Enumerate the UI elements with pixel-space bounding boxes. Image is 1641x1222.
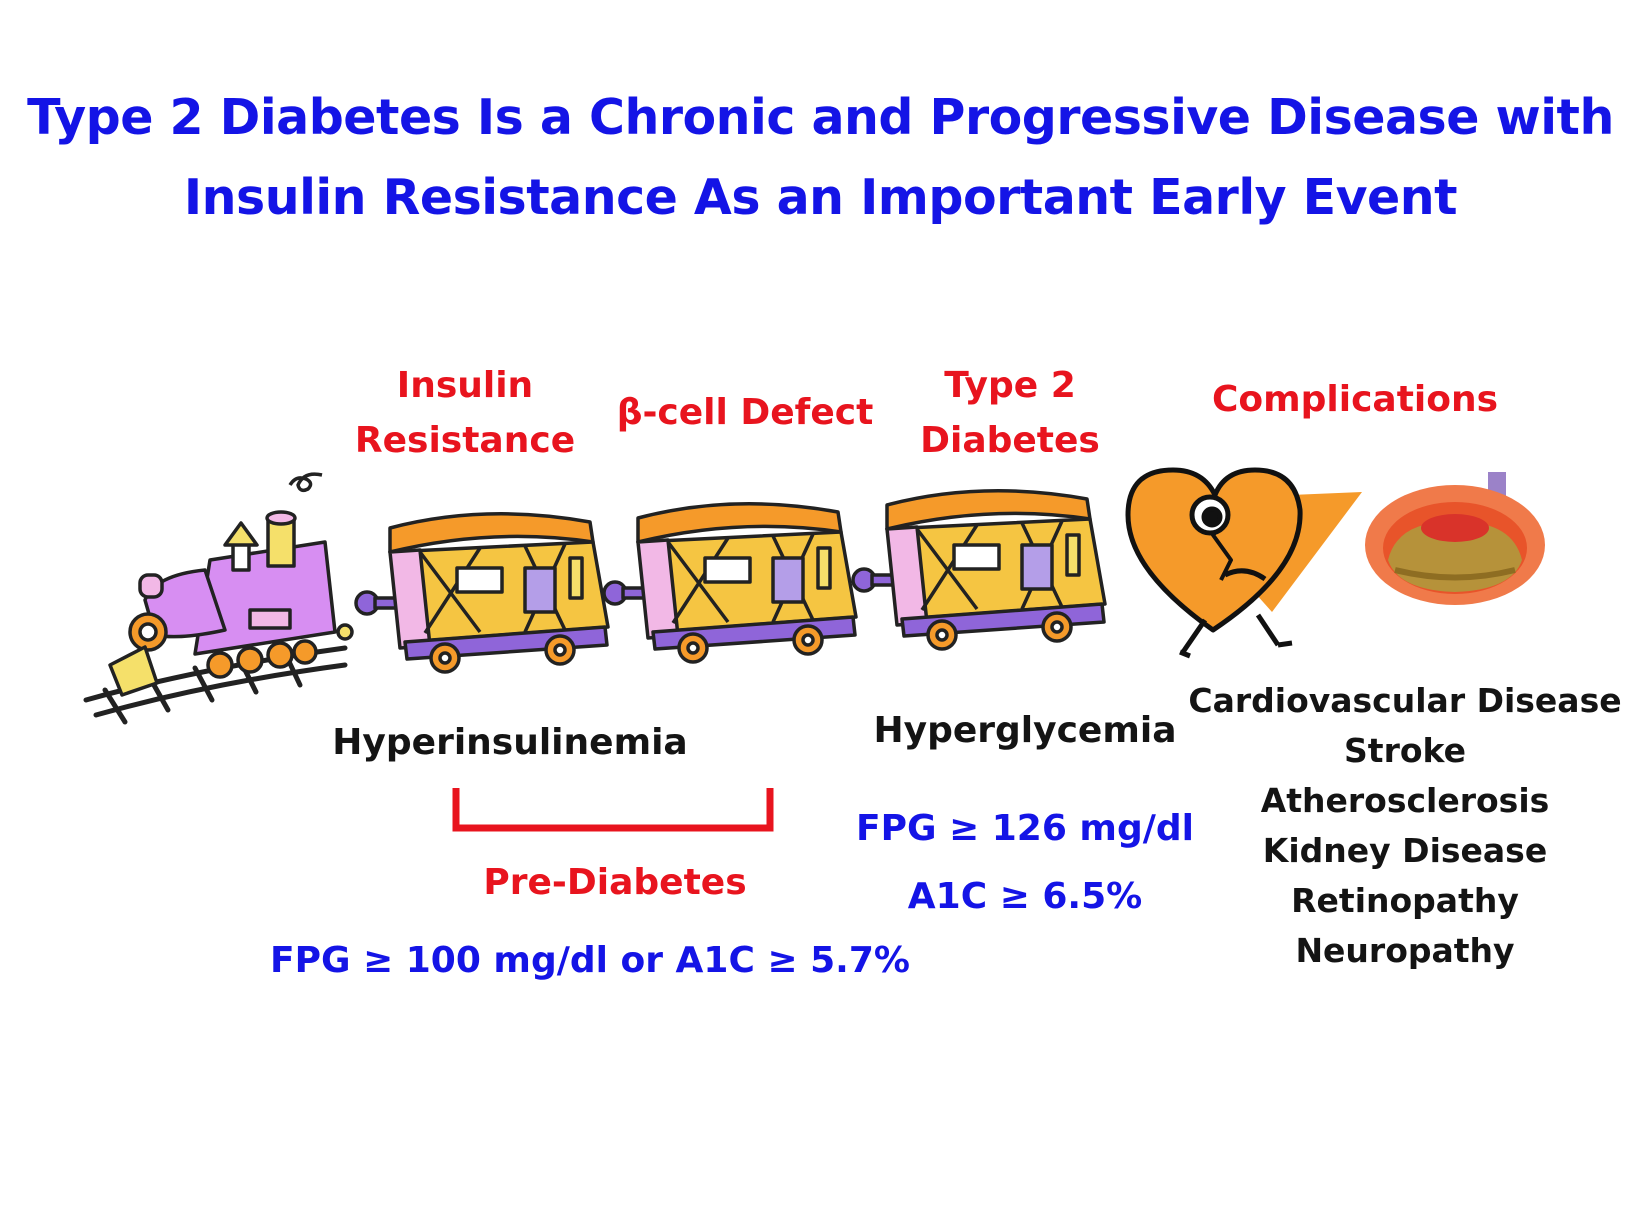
- train-boxcar-icon: [602, 502, 858, 664]
- slide-title-line-1: Type 2 Diabetes Is a Chronic and Progres…: [27, 89, 1614, 146]
- list-item: Retinopathy: [1291, 881, 1519, 920]
- slide-title-line-2: Insulin Resistance As an Important Early…: [183, 169, 1458, 226]
- stage-insulin-resistance: Insulin Resistance: [345, 358, 585, 468]
- label-pre-diabetes: Pre-Diabetes: [483, 862, 747, 903]
- list-item: Kidney Disease: [1262, 831, 1548, 870]
- train-boxcar-icon: [851, 489, 1107, 651]
- list-item: Stroke: [1344, 731, 1466, 770]
- stage-type2-diabetes: Type 2 Diabetes: [900, 358, 1120, 468]
- label-diabetes-a1c: A1C ≥ 6.5%: [907, 876, 1143, 917]
- label-pre-diabetes-criteria: FPG ≥ 100 mg/dl or A1C ≥ 5.7%: [270, 940, 910, 981]
- broken-heart-icon: [1125, 467, 1362, 659]
- label-hyperinsulinemia: Hyperinsulinemia: [332, 722, 688, 763]
- complications-list: Cardiovascular Disease Stroke Atheroscle…: [1185, 676, 1625, 976]
- train-boxcar-icon: [354, 512, 610, 674]
- train-locomotive-icon: [108, 472, 354, 697]
- label-diabetes-fpg: FPG ≥ 126 mg/dl: [856, 808, 1194, 849]
- slide-title: Type 2 Diabetes Is a Chronic and Progres…: [0, 78, 1641, 238]
- stage-type2-diabetes-line-1: Type 2: [944, 365, 1076, 406]
- label-hyperglycemia: Hyperglycemia: [873, 710, 1177, 751]
- stage-beta-cell-defect: β-cell Defect: [616, 392, 874, 433]
- artery-plaque-icon: [1365, 472, 1545, 605]
- pre-diabetes-bracket: [452, 788, 774, 832]
- stage-complications: Complications: [1211, 379, 1499, 420]
- list-item: Neuropathy: [1295, 931, 1515, 970]
- stage-type2-diabetes-line-2: Diabetes: [920, 420, 1100, 461]
- list-item: Atherosclerosis: [1260, 781, 1550, 820]
- list-item: Cardiovascular Disease: [1188, 681, 1622, 720]
- stage-insulin-resistance-line-2: Resistance: [354, 420, 576, 461]
- stage-insulin-resistance-line-1: Insulin: [396, 365, 534, 406]
